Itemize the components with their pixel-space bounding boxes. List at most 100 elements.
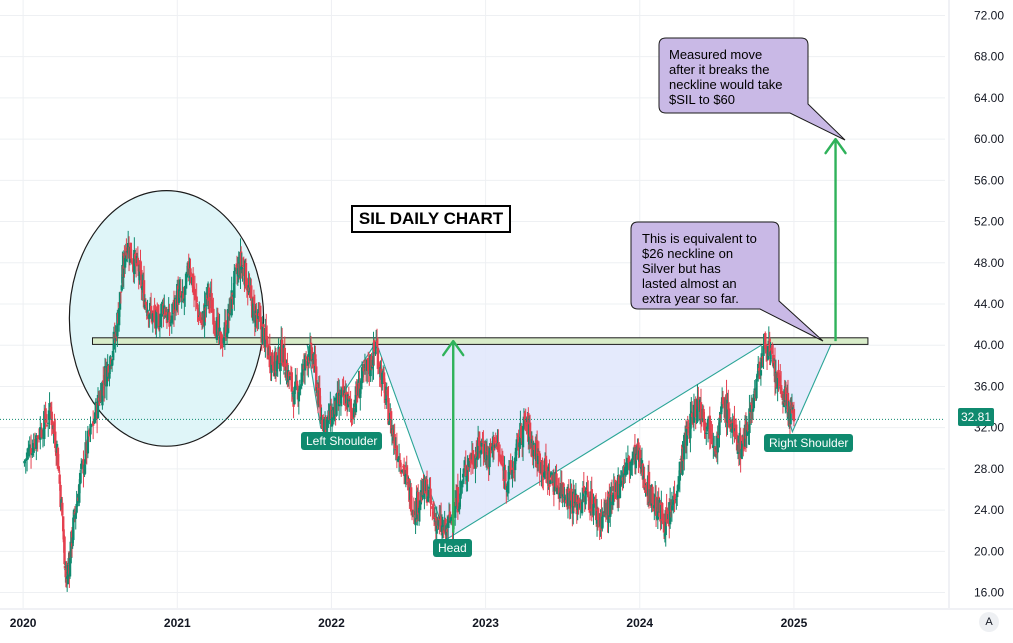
candle: [480, 440, 483, 447]
candle: [326, 417, 329, 423]
candle: [464, 464, 467, 477]
candle: [672, 495, 675, 505]
candle: [511, 469, 514, 479]
candle: [588, 509, 592, 512]
candle: [210, 293, 213, 313]
candle: [687, 427, 690, 429]
candle: [62, 516, 65, 532]
candle: [426, 496, 430, 502]
candle: [454, 501, 457, 518]
candle: [321, 419, 324, 428]
candle: [704, 423, 707, 431]
candle: [35, 435, 38, 449]
candle: [601, 516, 604, 529]
candle: [683, 435, 686, 460]
arrow-head: [442, 339, 465, 357]
candle: [375, 340, 379, 347]
candle: [348, 400, 351, 402]
candle: [731, 423, 734, 433]
candle: [506, 481, 510, 487]
candle: [402, 464, 406, 476]
equivalence-note-text: This is equivalent to $26 neckline on Si…: [642, 231, 757, 306]
candle: [309, 342, 313, 345]
candle: [556, 487, 559, 495]
candle: [131, 262, 134, 265]
candle: [25, 452, 29, 461]
last-price-label: 32.81: [958, 408, 994, 426]
candle: [205, 292, 208, 307]
candle: [476, 437, 480, 458]
candle: [389, 411, 393, 434]
price-tick-label: 52.00: [974, 215, 1004, 229]
candle: [538, 453, 541, 473]
candle: [449, 517, 453, 523]
price-tick-label: 56.00: [974, 173, 1004, 187]
candle: [234, 267, 237, 272]
candle: [542, 472, 546, 478]
candle: [741, 440, 744, 448]
candle: [602, 514, 605, 517]
candle: [549, 480, 552, 484]
candle: [213, 324, 217, 331]
candle: [56, 447, 60, 469]
candle: [461, 473, 465, 478]
candle: [446, 529, 449, 532]
candle: [776, 373, 779, 389]
candle: [544, 455, 548, 472]
year-tick-label: 2025: [781, 616, 808, 630]
candle: [29, 448, 33, 455]
candle: [239, 251, 243, 267]
candle: [111, 350, 115, 358]
candle: [733, 418, 736, 435]
candle: [586, 489, 589, 492]
candle: [401, 470, 404, 472]
candle: [429, 488, 432, 504]
candle: [117, 308, 121, 326]
auto-scale-button[interactable]: A: [979, 612, 999, 632]
price-axis[interactable]: 72.00 68.00 64.00 60.00 56.00 52.00 48.00 44.00…: [948, 0, 1004, 608]
neckline-band: [91, 337, 869, 345]
candle: [666, 519, 669, 521]
candle: [271, 352, 274, 365]
candle: [279, 363, 282, 371]
candle: [620, 480, 623, 486]
candle: [252, 296, 256, 304]
candle: [160, 303, 163, 317]
candle: [33, 439, 37, 448]
candle: [185, 272, 189, 278]
candle: [280, 339, 284, 364]
candle: [352, 416, 355, 419]
measured-move-note-text: Measured move after it breaks the neckli…: [669, 47, 783, 107]
candle: [699, 402, 703, 419]
candle: [151, 313, 155, 322]
candle: [618, 483, 622, 498]
candle: [505, 486, 509, 493]
candle: [241, 265, 245, 267]
candle: [716, 433, 719, 453]
candle: [514, 447, 518, 462]
candle: [769, 351, 772, 360]
candle: [281, 360, 285, 366]
candle: [458, 502, 461, 510]
candle: [792, 408, 796, 422]
candle: [203, 305, 206, 326]
candle: [645, 485, 648, 493]
candle: [735, 424, 738, 439]
candle: [748, 408, 751, 434]
candle: [255, 313, 258, 316]
candle: [482, 443, 485, 454]
candle: [391, 429, 395, 438]
candle: [78, 472, 82, 485]
candle: [191, 273, 195, 293]
candle: [332, 407, 336, 420]
candle: [112, 331, 116, 350]
price-tick-label: 28.00: [974, 462, 1004, 476]
candle: [497, 442, 500, 453]
candle: [789, 402, 792, 425]
price-tick-label: 64.00: [974, 91, 1004, 105]
candle: [184, 285, 187, 295]
time-axis[interactable]: 2020 2021 2022 2023 2024 2025: [0, 608, 1013, 630]
candle: [629, 461, 632, 471]
candle: [647, 471, 651, 502]
